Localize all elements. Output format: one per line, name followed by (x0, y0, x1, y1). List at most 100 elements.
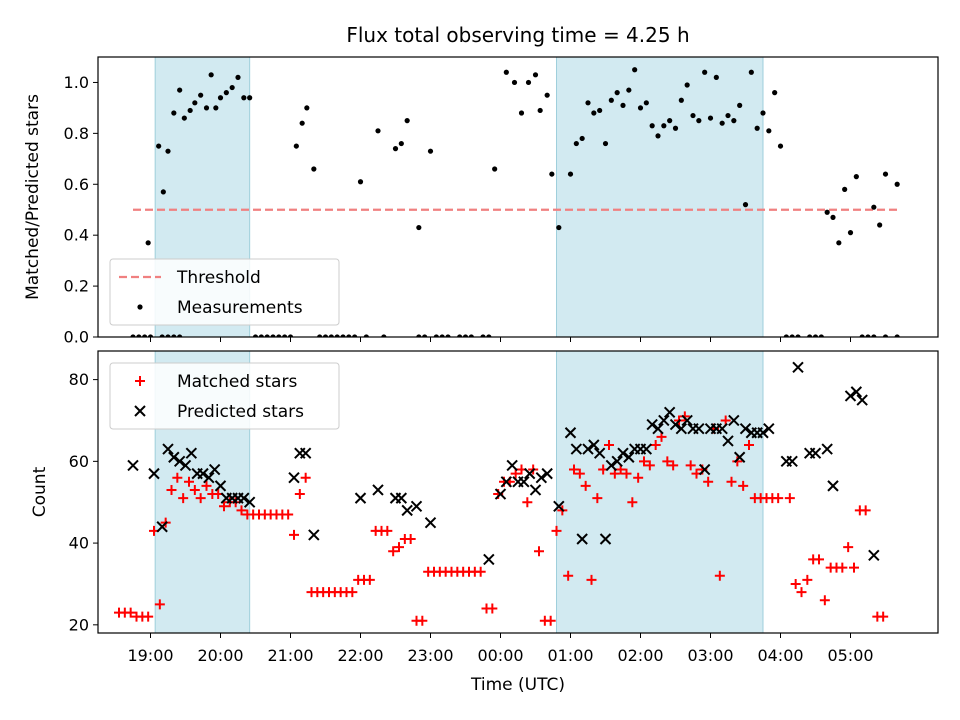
data-point (195, 493, 206, 504)
data-point (714, 570, 725, 581)
data-point (573, 140, 579, 147)
data-point (529, 484, 542, 496)
series-measurements (130, 67, 900, 337)
x-tick-label: 00:00 (477, 646, 523, 665)
y-tick-label: 0.4 (64, 226, 89, 245)
data-point (693, 422, 705, 435)
data-point (340, 334, 346, 337)
data-point (372, 484, 384, 496)
data-point (551, 525, 562, 536)
data-point (328, 334, 334, 337)
data-point (125, 607, 136, 618)
data-point (614, 90, 620, 96)
data-point (646, 418, 658, 431)
data-point (405, 534, 416, 544)
data-point (795, 334, 801, 337)
data-point (685, 460, 696, 471)
chart-title: Flux total observing time = 4.25 h (346, 23, 689, 47)
y-tick-label: 20 (69, 615, 89, 634)
data-point (480, 334, 486, 337)
data-point (544, 92, 550, 98)
data-point (672, 125, 679, 131)
data-point (602, 140, 609, 147)
data-point (608, 97, 614, 103)
data-point (287, 334, 294, 337)
data-point (160, 189, 166, 195)
data-point (156, 143, 162, 149)
data-point (532, 72, 539, 78)
data-point (627, 497, 638, 508)
data-point (763, 422, 775, 435)
data-point (178, 493, 189, 504)
data-point (208, 72, 214, 78)
data-point (579, 135, 585, 142)
data-point (433, 334, 439, 337)
data-point (184, 476, 194, 487)
data-point (611, 455, 623, 468)
data-point (422, 334, 428, 337)
data-point (147, 334, 154, 337)
data-point (655, 133, 661, 139)
data-point (728, 414, 740, 427)
data-point (462, 334, 469, 337)
data-point (738, 480, 749, 491)
data-point (289, 529, 299, 540)
data-point (597, 107, 603, 114)
data-point (744, 440, 754, 450)
data-point (535, 471, 548, 484)
data-point (270, 334, 276, 337)
data-point (424, 516, 437, 529)
data-point (294, 489, 305, 500)
data-point (293, 143, 299, 149)
data-point (487, 603, 498, 614)
data-point (311, 166, 317, 172)
data-point (522, 497, 533, 508)
legend-label: Matched stars (177, 372, 297, 392)
data-point (404, 118, 410, 124)
data-point (760, 110, 766, 116)
data-point (639, 456, 649, 467)
data-point (868, 549, 880, 562)
data-point (171, 110, 177, 116)
data-point (154, 599, 165, 610)
data-point (537, 107, 543, 114)
data-point (165, 148, 171, 154)
data-point (322, 334, 329, 337)
data-point (445, 334, 451, 337)
data-point (364, 574, 375, 585)
data-point (713, 74, 719, 80)
data-point (871, 204, 877, 210)
data-point (503, 69, 509, 75)
data-point (494, 488, 507, 500)
data-point (564, 427, 577, 439)
data-point (644, 460, 655, 471)
data-point (304, 105, 310, 111)
data-point (675, 422, 688, 435)
x-tick-label: 03:00 (687, 646, 733, 665)
data-point (586, 574, 597, 585)
data-point (754, 125, 760, 131)
data-point (703, 476, 714, 487)
data-point (849, 562, 859, 573)
data-point (142, 334, 148, 337)
data-point (381, 334, 387, 337)
data-point (591, 110, 597, 116)
x-tick-label: 20:00 (197, 646, 243, 665)
data-point (698, 463, 711, 476)
data-point (392, 146, 399, 152)
data-point (179, 459, 192, 472)
y-tick-label: 60 (69, 452, 89, 471)
data-point (878, 611, 889, 622)
data-point (525, 79, 532, 86)
data-point (401, 504, 413, 517)
plot-area (130, 57, 900, 337)
legend-plus-swatch (135, 376, 145, 386)
data-point (523, 467, 536, 480)
data-point (859, 334, 865, 337)
data-point (882, 171, 889, 177)
data-point (853, 174, 859, 180)
data-point (192, 100, 198, 106)
data-point (830, 214, 836, 220)
data-point (238, 492, 250, 504)
data-point (726, 476, 737, 487)
